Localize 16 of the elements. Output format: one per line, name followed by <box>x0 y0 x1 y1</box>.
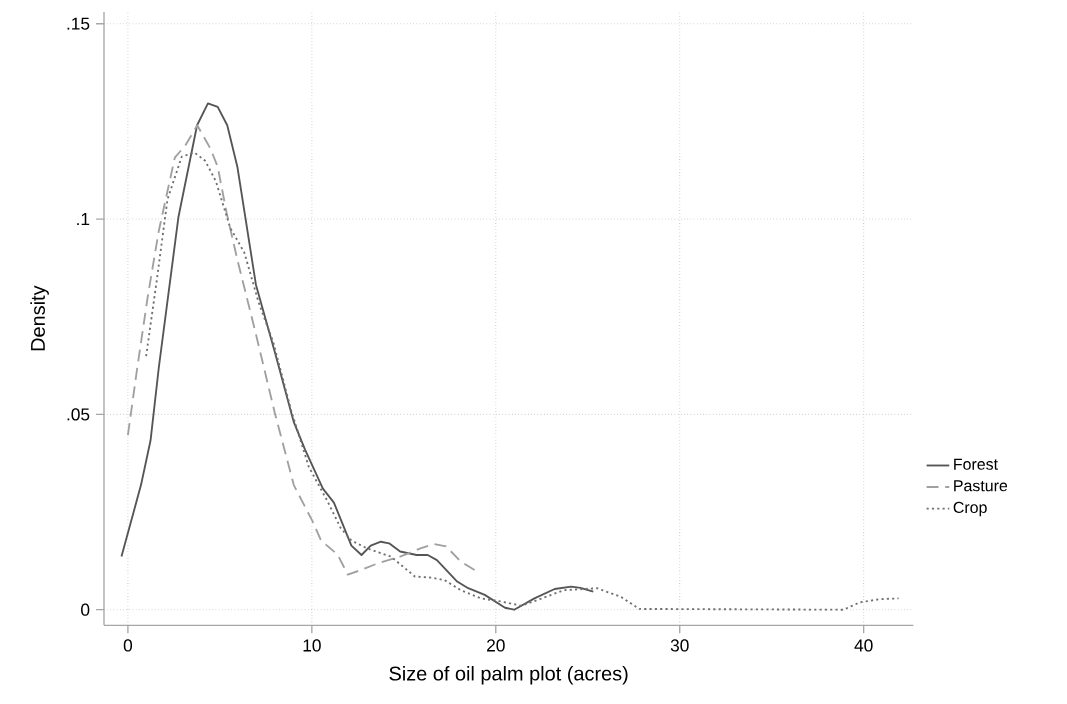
line-series <box>145 151 900 611</box>
x-tick-label: 0 <box>123 639 133 652</box>
x-axis-title: Size of oil palm plot (acres) <box>389 665 628 685</box>
y-tick-label: .05 <box>67 408 90 421</box>
y-tick-label: .1 <box>77 213 90 225</box>
legend-label: Crop <box>953 501 987 517</box>
legend-label: Forest <box>954 458 998 470</box>
y-tick-label: .15 <box>67 17 90 30</box>
x-tick-label: 30 <box>670 639 689 652</box>
legend-label: Pasture <box>954 480 1008 492</box>
y-axis-title: Density <box>30 285 49 351</box>
x-tick-label: 10 <box>303 639 321 652</box>
y-tick-label: 0 <box>81 603 90 616</box>
x-tick-label: 40 <box>854 639 873 652</box>
line-series <box>120 102 595 611</box>
x-tick-label: 20 <box>487 639 505 652</box>
